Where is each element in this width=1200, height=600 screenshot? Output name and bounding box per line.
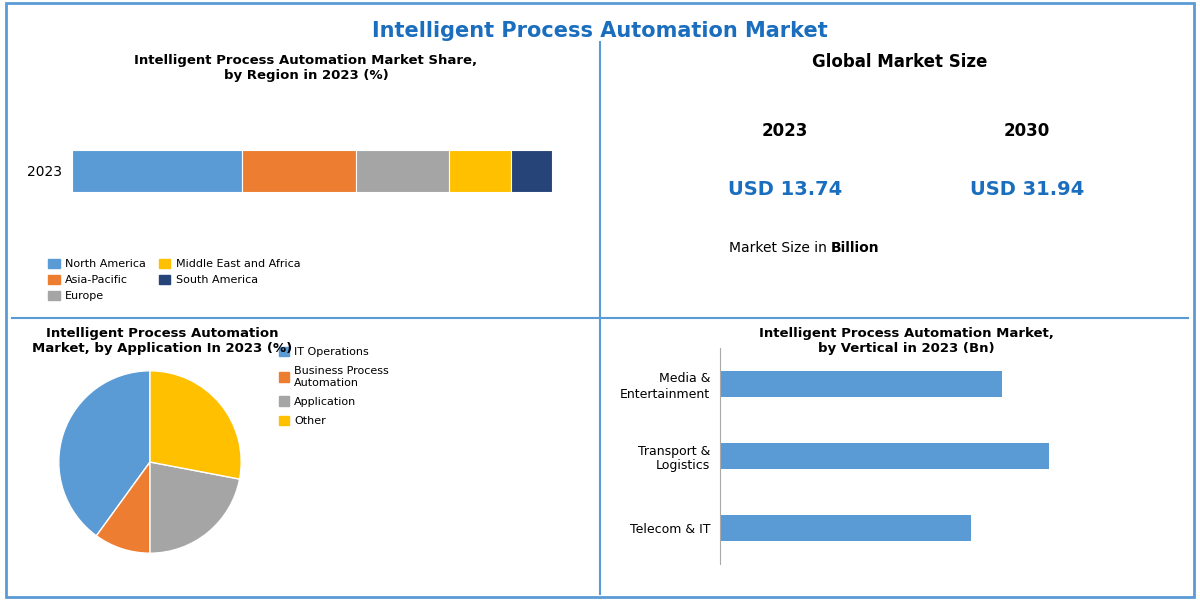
Text: 2030: 2030 <box>1003 122 1050 140</box>
Text: Intelligent Process Automation Market,
by Vertical in 2023 (Bn): Intelligent Process Automation Market, b… <box>758 327 1054 355</box>
Wedge shape <box>150 462 240 553</box>
Text: Global Market Size: Global Market Size <box>812 53 988 71</box>
Text: Intelligent Process Automation
Market, by Application In 2023 (%): Intelligent Process Automation Market, b… <box>32 327 292 355</box>
Bar <box>356 149 449 193</box>
Bar <box>511 149 552 193</box>
Text: USD 13.74: USD 13.74 <box>727 180 842 199</box>
Bar <box>242 149 356 193</box>
Bar <box>720 515 971 541</box>
Legend: North America, Asia-Pacific, Europe, Middle East and Africa, South America: North America, Asia-Pacific, Europe, Mid… <box>44 254 305 306</box>
Text: USD 31.94: USD 31.94 <box>970 180 1084 199</box>
Bar <box>449 149 511 193</box>
Text: Market Size in: Market Size in <box>728 241 830 255</box>
Text: 2023: 2023 <box>762 122 808 140</box>
Text: Billion: Billion <box>830 241 880 255</box>
Text: Intelligent Process Automation Market Share,
by Region in 2023 (%): Intelligent Process Automation Market Sh… <box>134 54 478 82</box>
Bar <box>72 149 242 193</box>
Bar <box>720 443 1049 469</box>
Wedge shape <box>96 462 150 553</box>
Legend: IT Operations, Business Process
Automation, Application, Other: IT Operations, Business Process Automati… <box>274 342 394 431</box>
Bar <box>720 371 1002 397</box>
Text: Intelligent Process Automation Market: Intelligent Process Automation Market <box>372 21 828 41</box>
Wedge shape <box>59 371 150 536</box>
Wedge shape <box>150 371 241 479</box>
